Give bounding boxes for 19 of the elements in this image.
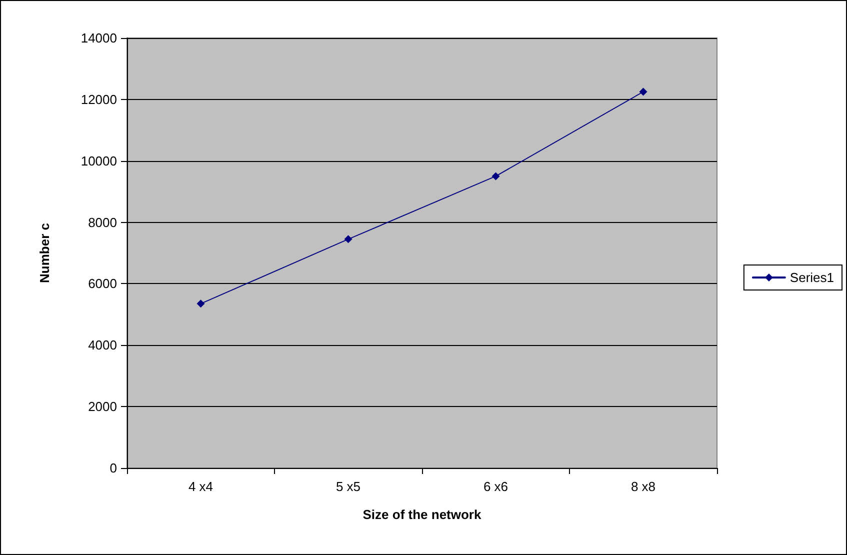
x-tick-label: 8 x8 [630,479,656,494]
x-axis-title: Size of the network [362,507,482,522]
x-tick-label: 4 x4 [188,479,214,494]
y-axis-title: Number c [37,223,52,283]
y-tick-label: 10000 [80,153,117,168]
y-tick-label: 12000 [80,92,117,107]
point [344,235,352,244]
legend-label: Series1 [790,270,834,285]
point [639,88,648,96]
y-tick-label: 14000 [80,30,117,46]
x-tick-label: 6 x6 [483,479,508,494]
point [492,172,500,180]
y-tick-label: 0 [110,460,117,476]
y-tick-label: 8000 [88,214,117,230]
point [196,300,205,308]
y-tick-label: 6000 [88,276,117,292]
y-tick-label: 4000 [88,338,117,353]
x-tick-label: 5 x5 [336,479,361,494]
y-tick-label: 2000 [88,399,117,414]
